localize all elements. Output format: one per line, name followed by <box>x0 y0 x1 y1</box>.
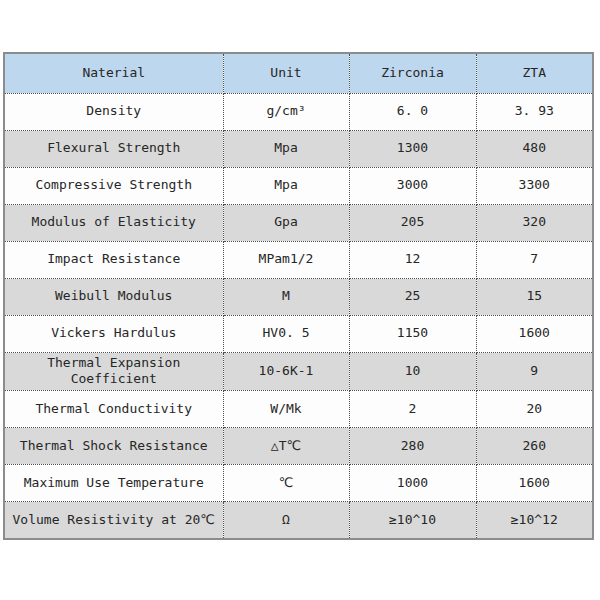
zirconia-value-cell: ≥10^10 <box>349 502 476 539</box>
table-row-vickers-hardulus: Vickers Hardulus HV0. 5 1150 1600 <box>4 315 593 352</box>
zirconia-value-cell: 1300 <box>349 130 476 167</box>
unit-cell: Gpa <box>223 204 349 241</box>
unit-cell: ℃ <box>223 465 349 502</box>
zta-value-cell: 20 <box>476 391 593 428</box>
zta-value-cell: 3300 <box>476 167 593 204</box>
unit-cell: g/cm³ <box>223 93 349 130</box>
zirconia-value-cell: 1150 <box>349 315 476 352</box>
zta-value-cell: 260 <box>476 428 593 465</box>
property-cell: Thermal Shock Resistance <box>4 428 223 465</box>
zirconia-value-cell: 10 <box>349 352 476 391</box>
table-row-flexural-strength: Flexural Strength Mpa 1300 480 <box>4 130 593 167</box>
property-cell: Flexural Strength <box>4 130 223 167</box>
zirconia-value-cell: 205 <box>349 204 476 241</box>
table-row-weibull-modulus: Weibull Modulus M 25 15 <box>4 278 593 315</box>
table-row-impact-resistance: Impact Resistance MPam1/2 12 7 <box>4 241 593 278</box>
column-header-unit: Unit <box>223 53 349 93</box>
zta-value-cell: 320 <box>476 204 593 241</box>
property-cell: Vickers Hardulus <box>4 315 223 352</box>
table-row-thermal-shock-resistance: Thermal Shock Resistance △T℃ 280 260 <box>4 428 593 465</box>
zirconia-value-cell: 6. 0 <box>349 93 476 130</box>
unit-cell: HV0. 5 <box>223 315 349 352</box>
zirconia-value-cell: 280 <box>349 428 476 465</box>
zta-value-cell: 7 <box>476 241 593 278</box>
property-cell: Volume Resistivity at 20℃ <box>4 502 223 539</box>
zirconia-value-cell: 12 <box>349 241 476 278</box>
zta-value-cell: 1600 <box>476 465 593 502</box>
property-cell: Thermal Expansion Coefficient <box>4 352 223 391</box>
unit-cell: Mpa <box>223 130 349 167</box>
table-row-thermal-expansion-coefficient: Thermal Expansion Coefficient 10-6K-1 10… <box>4 352 593 391</box>
unit-cell: 10-6K-1 <box>223 352 349 391</box>
property-cell: Modulus of Elasticity <box>4 204 223 241</box>
property-cell: Thermal Conductivity <box>4 391 223 428</box>
zirconia-value-cell: 2 <box>349 391 476 428</box>
table-row-volume-resistivity: Volume Resistivity at 20℃ Ω ≥10^10 ≥10^1… <box>4 502 593 539</box>
property-cell: Impact Resistance <box>4 241 223 278</box>
table-row-compressive-strength: Compressive Strength Mpa 3000 3300 <box>4 167 593 204</box>
table-row-thermal-conductivity: Thermal Conductivity W/Mk 2 20 <box>4 391 593 428</box>
zta-value-cell: 15 <box>476 278 593 315</box>
table-row-density: Density g/cm³ 6. 0 3. 93 <box>4 93 593 130</box>
table-row-maximum-use-temperature: Maximum Use Temperature ℃ 1000 1600 <box>4 465 593 502</box>
unit-cell: △T℃ <box>223 428 349 465</box>
unit-cell: Mpa <box>223 167 349 204</box>
unit-cell: W/Mk <box>223 391 349 428</box>
zta-value-cell: 480 <box>476 130 593 167</box>
column-header-material: Naterial <box>4 53 223 93</box>
property-cell: Compressive Strength <box>4 167 223 204</box>
material-properties-table: Naterial Unit Zirconia ZTA Density g/cm³… <box>3 52 594 540</box>
zta-value-cell: 1600 <box>476 315 593 352</box>
zta-value-cell: 9 <box>476 352 593 391</box>
material-properties-table-wrap: Naterial Unit Zirconia ZTA Density g/cm³… <box>3 52 592 540</box>
property-cell: Weibull Modulus <box>4 278 223 315</box>
zirconia-value-cell: 1000 <box>349 465 476 502</box>
zta-value-cell: 3. 93 <box>476 93 593 130</box>
zirconia-value-cell: 3000 <box>349 167 476 204</box>
column-header-zta: ZTA <box>476 53 593 93</box>
property-cell: Maximum Use Temperature <box>4 465 223 502</box>
column-header-zirconia: Zirconia <box>349 53 476 93</box>
zirconia-value-cell: 25 <box>349 278 476 315</box>
property-cell: Density <box>4 93 223 130</box>
table-row-modulus-of-elasticity: Modulus of Elasticity Gpa 205 320 <box>4 204 593 241</box>
unit-cell: M <box>223 278 349 315</box>
zta-value-cell: ≥10^12 <box>476 502 593 539</box>
unit-cell: Ω <box>223 502 349 539</box>
unit-cell: MPam1/2 <box>223 241 349 278</box>
header-row: Naterial Unit Zirconia ZTA <box>4 53 593 93</box>
